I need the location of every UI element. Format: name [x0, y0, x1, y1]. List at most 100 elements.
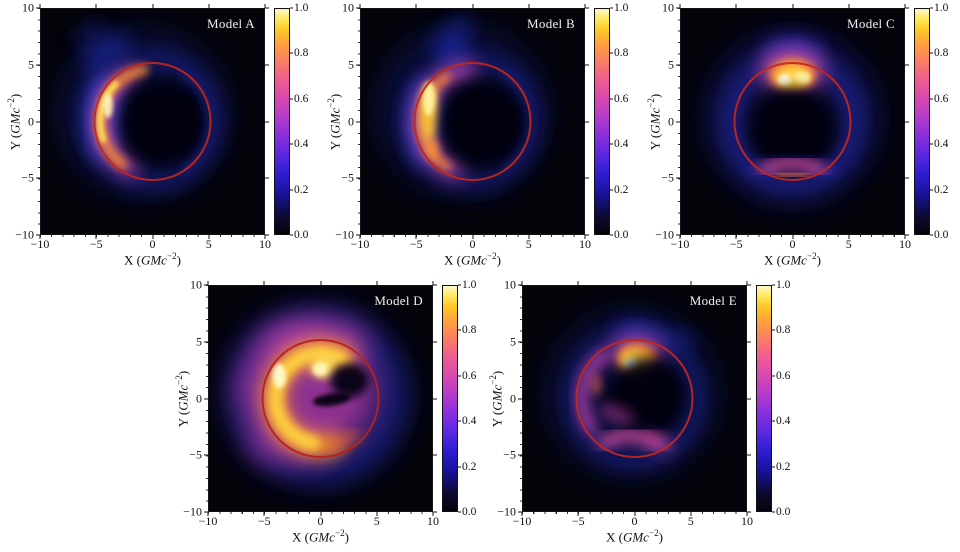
- x-tick: −5: [571, 514, 585, 528]
- heatmap-plot: Model D: [208, 285, 433, 512]
- y-tick-labels: 10 5 0 −5 −10: [482, 278, 516, 519]
- colorbar-tick-labels: 1.0 0.8 0.6 0.4 0.2 0.0: [614, 2, 640, 241]
- photon-ring: [261, 338, 380, 459]
- heatmap-plot: Model E: [522, 285, 747, 512]
- colorbar-tick: 0.0: [776, 506, 791, 518]
- x-tick-labels: −10 −5 0 5 10: [513, 514, 753, 529]
- x-tick: −5: [409, 237, 423, 251]
- x-major-ticks-top: [679, 4, 906, 8]
- y-major-ticks: [204, 284, 208, 513]
- y-tick: −5: [661, 170, 674, 185]
- y-major-ticks-right: [905, 7, 909, 236]
- x-major-ticks: [679, 235, 906, 239]
- x-major-ticks-top: [207, 281, 434, 285]
- colorbar-tick: 0.8: [294, 47, 309, 60]
- x-axis-label: X (GMc−2): [124, 251, 181, 268]
- x-tick: 10: [259, 237, 271, 251]
- colorbar-tick: 0.4: [776, 415, 791, 428]
- x-tick: −10: [350, 237, 370, 251]
- colorbar-tick: 0.2: [776, 460, 791, 473]
- x-axis-label: X (GMc−2): [764, 251, 821, 268]
- y-major-ticks: [36, 7, 40, 236]
- x-major-ticks-top: [39, 4, 266, 8]
- y-tick-labels: 10 5 0 −5 −10: [320, 1, 354, 242]
- colorbar-tick: 0.0: [462, 506, 477, 518]
- model-label: Model B: [527, 16, 575, 31]
- heatmap-image: [209, 286, 432, 511]
- y-major-ticks: [518, 284, 522, 513]
- photon-ring: [575, 338, 694, 459]
- y-tick: 10: [190, 277, 202, 292]
- y-tick: 5: [668, 57, 674, 72]
- x-axis-label: X (GMc−2): [292, 528, 349, 545]
- y-tick: 5: [510, 334, 516, 349]
- y-tick: −10: [335, 227, 354, 242]
- colorbar-tick: 0.6: [934, 92, 949, 105]
- panel-model-d: Y (GMc−2) 10 5 0 −5 −10: [168, 277, 488, 552]
- x-major-ticks: [359, 235, 586, 239]
- y-tick: −5: [21, 170, 34, 185]
- colorbar-tick: 1.0: [934, 2, 949, 14]
- x-major-ticks-top: [359, 4, 586, 8]
- y-tick-labels: 10 5 0 −5 −10: [168, 278, 202, 519]
- y-tick: −5: [189, 447, 202, 462]
- colorbar-tick-labels: 1.0 0.8 0.6 0.4 0.2 0.0: [462, 279, 488, 518]
- panel-model-c: Y (GMc−2) 10 5 0 −5 −10: [640, 0, 960, 275]
- x-tick: 10: [427, 514, 439, 528]
- colorbar-tick: 0.2: [294, 183, 309, 196]
- y-tick: 0: [28, 114, 34, 128]
- colorbar-tick-labels: 1.0 0.8 0.6 0.4 0.2 0.0: [776, 279, 802, 518]
- x-major-ticks: [207, 512, 434, 516]
- y-major-ticks-right: [265, 7, 269, 236]
- x-tick: 5: [525, 237, 532, 251]
- y-tick: 10: [662, 0, 674, 15]
- colorbar: [442, 285, 458, 512]
- y-tick: 5: [196, 334, 202, 349]
- x-tick: 5: [845, 237, 852, 251]
- colorbar-tick: 0.6: [614, 92, 629, 105]
- x-tick: 5: [373, 514, 380, 528]
- x-tick-labels: −10 −5 0 5 10: [31, 237, 271, 252]
- x-tick: 10: [579, 237, 591, 251]
- heatmap-image: [681, 9, 904, 234]
- panel-model-a: Y (GMc−2) 10 5 0 −5 −10: [0, 0, 320, 275]
- x-axis-label: X (GMc−2): [606, 528, 663, 545]
- y-tick: −10: [655, 227, 674, 242]
- colorbar: [274, 8, 290, 235]
- y-tick: 5: [348, 57, 354, 72]
- y-tick: 0: [348, 114, 354, 128]
- x-tick: −10: [198, 514, 218, 528]
- x-tick-labels: −10 −5 0 5 10: [351, 237, 591, 252]
- colorbar-ticks: [930, 7, 933, 236]
- panel-model-b: Y (GMc−2) 10 5 0 −5 −10: [320, 0, 640, 275]
- colorbar: [756, 285, 772, 512]
- y-tick: −5: [341, 170, 354, 185]
- colorbar-tick: 1.0: [776, 279, 791, 291]
- panel-model-e: Y (GMc−2) 10 5 0 −5 −10: [482, 277, 802, 552]
- y-major-ticks-right: [433, 284, 437, 513]
- y-tick: −10: [183, 504, 202, 519]
- heatmap-image: [361, 9, 584, 234]
- colorbar-ticks: [772, 284, 775, 513]
- colorbar-tick-labels: 1.0 0.8 0.6 0.4 0.2 0.0: [294, 2, 320, 241]
- heatmap-plot: Model C: [680, 8, 905, 235]
- y-tick: 0: [668, 114, 674, 128]
- colorbar-tick: 0.6: [776, 369, 791, 382]
- x-tick-labels: −10 −5 0 5 10: [199, 514, 439, 529]
- x-tick: 0: [469, 237, 476, 251]
- x-tick: 10: [899, 237, 911, 251]
- colorbar-tick: 0.0: [934, 229, 949, 241]
- heatmap-plot: Model A: [40, 8, 265, 235]
- x-tick-labels: −10 −5 0 5 10: [671, 237, 911, 252]
- colorbar: [594, 8, 610, 235]
- photon-ring: [413, 61, 532, 182]
- colorbar-ticks: [290, 7, 293, 236]
- y-tick: −10: [497, 504, 516, 519]
- model-label: Model D: [374, 293, 423, 308]
- heatmap-image: [41, 9, 264, 234]
- colorbar-tick: 0.4: [462, 415, 477, 428]
- y-tick: −10: [15, 227, 34, 242]
- colorbar-tick: 0.6: [294, 92, 309, 105]
- x-major-ticks-top: [521, 281, 748, 285]
- y-tick: 0: [196, 391, 202, 405]
